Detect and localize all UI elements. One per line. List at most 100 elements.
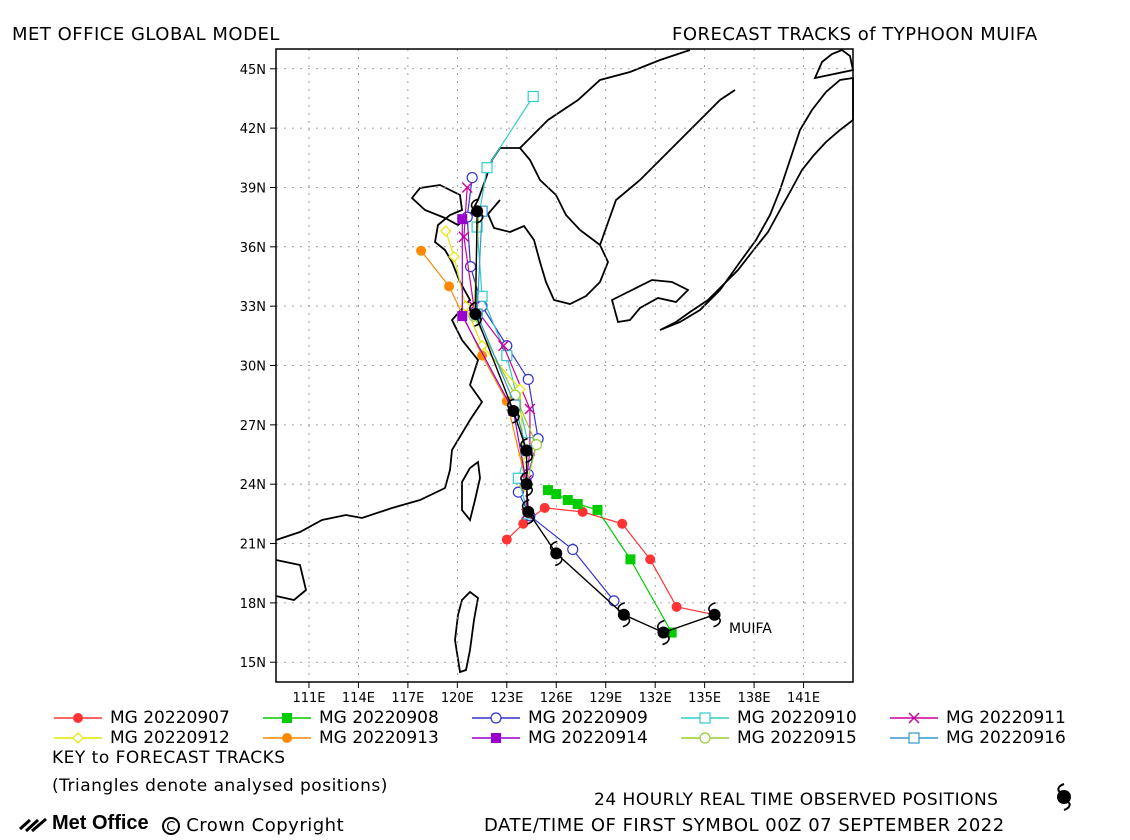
- track-point: [501, 350, 513, 362]
- track-point: [512, 472, 524, 484]
- legend-label: MG 20220911: [946, 708, 1066, 728]
- track-point: [908, 732, 920, 744]
- lon-tick-label: 111E: [292, 691, 325, 706]
- lat-tick-label: 36N: [240, 241, 266, 256]
- forecast-track: [457, 214, 532, 490]
- track-point: [671, 601, 682, 612]
- track-point: [457, 214, 468, 225]
- track-point: [416, 245, 427, 256]
- lon-tick-label: 135E: [688, 691, 721, 706]
- track-point: [699, 712, 711, 724]
- coastline-4: [461, 460, 481, 522]
- track-point: [72, 732, 84, 744]
- track-point: [481, 162, 493, 174]
- legend-swatch: [54, 713, 102, 723]
- lon-tick-label: 117E: [391, 691, 424, 706]
- legend-item: MG 20220913: [261, 728, 439, 748]
- observed-position: [520, 437, 533, 464]
- track-point: [464, 260, 477, 273]
- track-point: [666, 627, 677, 638]
- observed-position: [520, 471, 533, 497]
- track-point: [457, 311, 468, 322]
- coastline-6: [610, 279, 690, 324]
- legend-item: MG 20220908: [261, 708, 439, 728]
- track-line: [461, 219, 528, 485]
- track-point: [645, 554, 656, 565]
- copyright-label: Crown Copyright: [186, 815, 345, 836]
- legend-label: MG 20220914: [528, 728, 648, 748]
- observed-position: [617, 601, 631, 628]
- track-line: [476, 96, 534, 515]
- legend-label: MG 20220913: [319, 728, 439, 748]
- track-point: [572, 498, 583, 509]
- track-line: [476, 211, 528, 451]
- track-point: [539, 502, 550, 513]
- legend-item: MG 20220909: [470, 708, 648, 728]
- legend-swatch: [681, 712, 729, 724]
- lat-tick-label: 39N: [240, 181, 266, 196]
- track-point: [577, 506, 588, 517]
- lat-tick-label: 24N: [240, 478, 266, 493]
- track-point: [73, 713, 83, 723]
- legend-item: MG 20220914: [470, 728, 648, 748]
- track-point: [543, 485, 554, 496]
- track-point: [562, 495, 573, 506]
- lat-tick-label: 45N: [240, 63, 266, 78]
- lon-tick-label: 123E: [490, 691, 523, 706]
- coastline-1: [519, 49, 691, 149]
- observed-track-layer: [469, 198, 721, 646]
- forecast-track: [543, 485, 677, 638]
- met-office-logo-icon: [18, 817, 47, 832]
- track-point: [567, 543, 579, 556]
- legend-label: MG 20220908: [319, 708, 439, 728]
- track-point: [490, 712, 502, 724]
- observed-track-line: [474, 211, 715, 634]
- legend-swatch: [263, 733, 311, 743]
- coastline-7: [659, 76, 854, 331]
- axis-layer: 45N 42N 39N 36N 33N 30N 27N 24N 21N 18N 15N 111E 114…: [240, 63, 820, 706]
- observed-position: [507, 398, 520, 424]
- storm-label: MUIFA: [729, 621, 772, 637]
- legend-label: MG 20220916: [946, 728, 1066, 748]
- lat-tick-label: 18N: [240, 597, 266, 612]
- forecast-track: [461, 171, 620, 607]
- legend-swatch: [472, 733, 520, 743]
- forecast-track: [416, 245, 532, 490]
- legend-swatch: [263, 713, 311, 723]
- legend-item: MG 20220912: [52, 728, 230, 748]
- lat-tick-label: 15N: [240, 656, 266, 671]
- legend-swatch: [890, 732, 938, 744]
- legend-label: MG 20220912: [110, 728, 230, 748]
- copyright-text: C Crown Copyright: [162, 815, 344, 836]
- track-point: [518, 518, 529, 529]
- track-point: [699, 732, 711, 744]
- legend-item: MG 20220915: [679, 728, 857, 748]
- coastline-0: [275, 147, 609, 541]
- header-right-title: FORECAST TRACKS of TYPHOON MUIFA: [672, 24, 1038, 45]
- legend-item: MG 20220907: [52, 708, 230, 728]
- lon-tick-label: 126E: [540, 691, 573, 706]
- observed-position: [549, 540, 563, 567]
- track-point: [524, 403, 536, 415]
- track-point: [527, 90, 539, 103]
- track-point: [509, 389, 521, 401]
- coastline-8: [813, 48, 855, 80]
- tracks-layer: [416, 90, 720, 638]
- track-point: [282, 713, 292, 723]
- lon-tick-label: 129E: [589, 691, 622, 706]
- legend-item: MG 20220911: [888, 708, 1066, 728]
- observed-position: [657, 619, 670, 646]
- track-line: [466, 177, 615, 602]
- observed-positions-label: 24 HOURLY REAL TIME OBSERVED POSITIONS: [594, 790, 999, 810]
- key-title: KEY to FORECAST TRACKS: [52, 748, 286, 768]
- track-point: [617, 518, 628, 529]
- legend-label: MG 20220909: [528, 708, 648, 728]
- observed-position: [469, 301, 482, 327]
- legend-swatch: [890, 712, 938, 724]
- legend-label: MG 20220915: [737, 728, 857, 748]
- header-left-title: MET OFFICE GLOBAL MODEL: [12, 24, 280, 45]
- track-point: [530, 439, 543, 451]
- track-point: [476, 290, 488, 302]
- observed-position: [708, 601, 721, 628]
- copyright-icon: C: [162, 817, 180, 835]
